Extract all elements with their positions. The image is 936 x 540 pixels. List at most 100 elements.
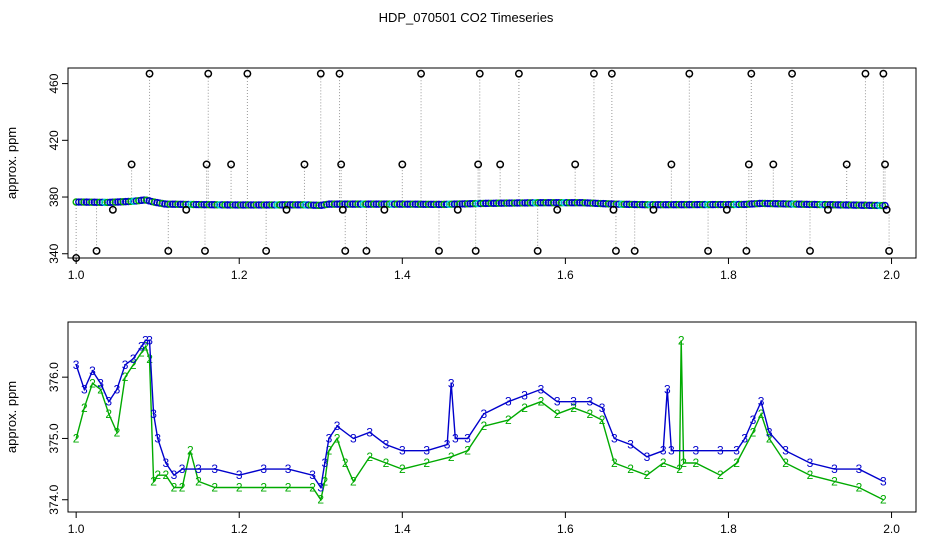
- baseline-point: [114, 198, 122, 206]
- series-3-point: 3: [444, 438, 451, 452]
- baseline-point: [223, 201, 232, 209]
- outlier-point: [338, 205, 347, 214]
- x-tick-label: 1.2: [231, 268, 248, 282]
- baseline-point: [701, 200, 709, 209]
- baseline-point: [753, 199, 761, 208]
- x-tick-label: 1.6: [557, 268, 574, 282]
- series-2-point: 2: [260, 480, 267, 494]
- baseline-point: [137, 196, 146, 205]
- baseline-point: [531, 199, 540, 207]
- baseline-point: [513, 199, 521, 207]
- y-tick-label: 376.0: [47, 362, 61, 392]
- baseline-point: [135, 196, 143, 205]
- baseline-point: [401, 200, 409, 208]
- baseline-point: [195, 200, 203, 209]
- outlier-point: [742, 246, 751, 255]
- outlier-point: [164, 246, 173, 255]
- series-2-point: 2: [782, 456, 789, 470]
- series-2-point: 2: [758, 407, 765, 421]
- baseline-point: [813, 200, 821, 209]
- baseline-point: [529, 199, 537, 207]
- outlier-point: [882, 205, 891, 214]
- baseline-point: [771, 200, 780, 208]
- baseline-point: [82, 198, 91, 206]
- x-tick-label: 1.0: [68, 522, 85, 536]
- series-3-point: 3: [521, 389, 528, 403]
- baseline-point: [218, 201, 226, 209]
- baseline-point: [229, 201, 237, 209]
- series-2-point: 2: [880, 493, 887, 507]
- outlier-point: [72, 254, 81, 262]
- baseline-point: [850, 201, 858, 209]
- series-2-point: 2: [766, 431, 773, 445]
- baseline-point: [662, 200, 670, 209]
- series-3-point: 3: [782, 444, 789, 458]
- top-axes: 1.0 1.2 1.4 1.6 1.8 2.0 340 380 420 460: [47, 73, 900, 282]
- baseline-point: [776, 200, 785, 208]
- baseline-point: [377, 200, 386, 208]
- baseline-point: [693, 200, 701, 209]
- baseline-point: [834, 201, 842, 209]
- x-tick-label: 1.2: [231, 522, 248, 536]
- series-3-point: 3: [717, 444, 724, 458]
- baseline-point: [797, 200, 806, 208]
- series-2-point: 2: [538, 395, 545, 409]
- baseline-point: [479, 199, 487, 208]
- series-3-point: 3: [644, 450, 651, 464]
- baseline-point: [463, 200, 472, 208]
- baseline-point: [795, 200, 803, 208]
- baseline-point: [818, 200, 827, 209]
- bottom-panel: approx. ppm 1.0 1.2 1.4 1.6 1.8 2.0 374.0 375.0…: [4, 321, 917, 536]
- baseline-point: [283, 201, 292, 209]
- y-tick-label: 420: [47, 130, 61, 150]
- baseline-point: [677, 200, 686, 209]
- baseline-point: [270, 201, 279, 209]
- baseline-point: [808, 200, 816, 209]
- baseline-point: [766, 199, 774, 208]
- baseline-point: [205, 201, 213, 209]
- baseline-point: [474, 199, 482, 208]
- outlier-point: [722, 205, 731, 214]
- baseline-point: [309, 201, 318, 209]
- baseline-point: [823, 200, 832, 209]
- series-2-point: 2: [676, 462, 683, 476]
- series-2-point: 2: [285, 480, 292, 494]
- baseline-point: [855, 201, 863, 209]
- series-3-point: 3: [880, 474, 887, 488]
- outlier-point: [337, 160, 346, 169]
- baseline-point: [445, 200, 453, 208]
- baseline-point: [711, 200, 720, 209]
- series-3-point: 3: [114, 382, 121, 396]
- series-3-point: 3: [750, 413, 757, 427]
- series-2-point: 2: [856, 480, 863, 494]
- x-tick-label: 1.8: [720, 268, 737, 282]
- baseline-point: [669, 200, 678, 209]
- baseline-point: [349, 200, 357, 208]
- baseline-point: [302, 201, 310, 209]
- series-2-point: 2: [505, 413, 512, 427]
- baseline-point: [831, 201, 840, 209]
- baseline-point: [330, 200, 339, 208]
- series-2-point: 2: [587, 407, 594, 421]
- series-2-point: 2: [195, 474, 202, 488]
- baseline-point: [863, 201, 871, 209]
- series-2-point: 2: [138, 346, 145, 360]
- series-3-point: 3: [130, 352, 137, 366]
- baseline-point: [106, 198, 114, 207]
- baseline-point: [868, 201, 876, 210]
- baseline-point: [761, 199, 769, 208]
- baseline-point: [281, 201, 289, 209]
- baseline-point: [482, 199, 490, 208]
- baseline-point: [236, 201, 245, 209]
- baseline-point: [508, 199, 516, 207]
- baseline-point: [244, 201, 253, 209]
- series-2-point: 2: [342, 456, 349, 470]
- baseline-point: [492, 199, 500, 207]
- series-line-2: [75, 340, 884, 502]
- baseline-point: [636, 200, 644, 209]
- bottom-axes: 1.0 1.2 1.4 1.6 1.8 2.0 374.0 375.0 376.0: [47, 362, 900, 536]
- series-2-point: 2: [423, 456, 430, 470]
- baseline-point: [466, 200, 474, 208]
- baseline-point: [129, 197, 138, 205]
- baseline-point: [192, 200, 200, 209]
